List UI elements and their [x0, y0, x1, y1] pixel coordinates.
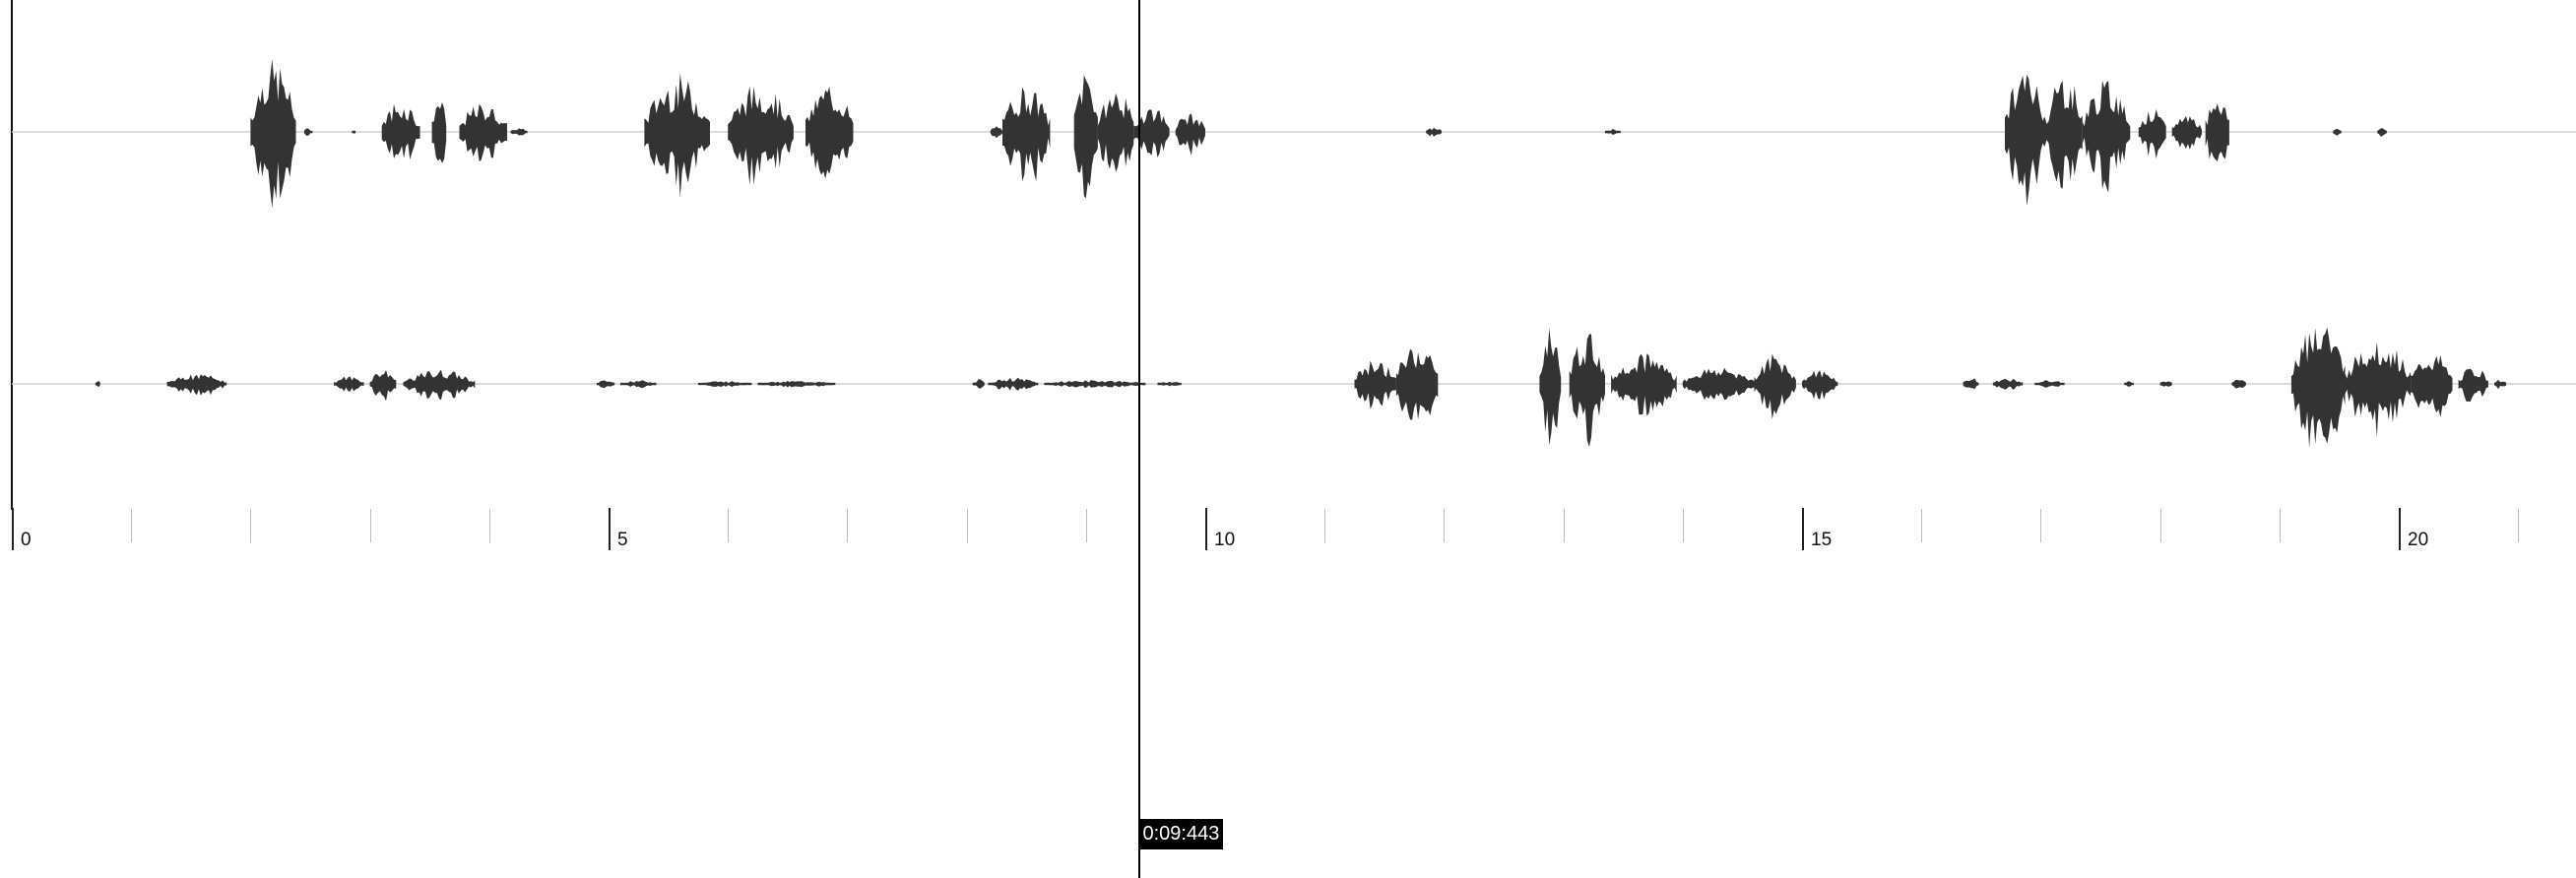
waveform-segment: [2138, 108, 2166, 159]
waveform-segment: [1044, 380, 1146, 389]
major-tick: [1802, 508, 1804, 550]
minor-tick: [1682, 509, 1684, 542]
waveform-segment: [403, 369, 476, 401]
waveform-segment: [1611, 353, 1677, 416]
waveform-segment: [1754, 353, 1796, 419]
waveform-segment: [250, 58, 296, 209]
minor-tick: [2518, 509, 2520, 542]
waveform-segment: [334, 376, 364, 392]
waveform-segment: [381, 103, 420, 160]
editor-left-border: [11, 0, 13, 510]
minor-tick: [369, 509, 371, 542]
minor-tick: [488, 509, 490, 542]
waveform-segment: [1395, 348, 1439, 420]
waveform-segment: [303, 128, 313, 136]
audio-track-1[interactable]: [0, 33, 2576, 230]
waveform-segment: [2159, 381, 2172, 387]
tick-label: 15: [1811, 530, 1833, 550]
audio-track-2[interactable]: [0, 285, 2576, 482]
minor-tick: [2040, 509, 2042, 542]
minor-tick: [250, 509, 252, 542]
waveform-segment: [644, 73, 710, 198]
waveform-segment: [2205, 103, 2229, 161]
waveform-segment: [2082, 80, 2131, 193]
minor-tick: [728, 509, 730, 542]
minor-tick: [2279, 509, 2281, 542]
waveform-segment: [1605, 128, 1621, 135]
waveform-segment: [1073, 75, 1098, 199]
waveform-segment: [352, 130, 356, 134]
minor-tick: [131, 509, 133, 542]
waveform-segment: [1097, 93, 1134, 172]
waveform-segment: [2345, 342, 2412, 438]
minor-tick: [966, 509, 968, 542]
waveform-segment: [1354, 360, 1396, 409]
minor-tick: [2159, 509, 2161, 542]
waveform-segment: [2231, 379, 2246, 389]
waveform-segment: [2124, 381, 2134, 387]
waveform-segment: [988, 377, 1039, 391]
waveform-segment: [1002, 87, 1051, 182]
waveform-segment: [2034, 380, 2065, 388]
waveform-segment: [1569, 334, 1605, 447]
minor-tick: [1444, 509, 1446, 542]
waveform-segment: [757, 380, 836, 388]
playhead-time-label: 0:09:443: [1138, 819, 1224, 849]
tick-label: 5: [617, 530, 628, 550]
minor-tick: [1563, 509, 1565, 542]
tick-label: 10: [1214, 530, 1236, 550]
waveform-segment: [510, 128, 528, 136]
major-tick: [12, 508, 14, 550]
timeline-ruler[interactable]: 0 5 10 15 20: [0, 504, 2576, 553]
waveform-segment: [2458, 368, 2488, 403]
waveform-segment: [2046, 81, 2083, 189]
waveform-track-2: [12, 327, 2576, 449]
waveform-segment: [166, 374, 227, 396]
waveform-segment: [972, 379, 985, 389]
waveform-segment: [1963, 378, 1979, 390]
waveform-segment: [369, 369, 397, 402]
waveform-segment: [1157, 381, 1182, 387]
waveform-segment: [2411, 354, 2453, 417]
waveform-segment: [2494, 379, 2507, 390]
minor-tick: [1085, 509, 1087, 542]
waveform-track-1: [12, 58, 2576, 209]
minor-tick: [1921, 509, 1923, 542]
waveform-segment: [728, 86, 794, 186]
waveform-segment: [431, 101, 447, 163]
major-tick: [1205, 508, 1207, 550]
playhead-cursor[interactable]: [1138, 0, 1141, 878]
major-tick: [609, 508, 611, 550]
waveform-segment: [1992, 378, 2024, 390]
waveform-segment: [2377, 128, 2387, 137]
waveform-segment: [1682, 367, 1755, 401]
waveform-segment: [596, 380, 615, 389]
waveform-segment: [697, 381, 752, 387]
waveform-segment: [620, 380, 657, 389]
waveform-segment: [1539, 328, 1562, 446]
waveform-segment: [2171, 115, 2202, 150]
waveform-segment: [2005, 74, 2047, 206]
major-tick: [2399, 508, 2401, 550]
waveform-segment: [990, 126, 1002, 139]
minor-tick: [1324, 509, 1326, 542]
waveform-segment: [1802, 370, 1838, 400]
minor-tick: [847, 509, 849, 542]
tick-label: 20: [2408, 530, 2429, 550]
waveform-segment: [1175, 113, 1205, 156]
waveform-segment: [459, 103, 507, 162]
waveform-segment: [1426, 127, 1442, 137]
waveform-segment: [95, 380, 100, 388]
waveform-segment: [1133, 109, 1170, 157]
waveform-segment: [805, 87, 854, 179]
tick-label: 0: [21, 530, 32, 550]
waveform-segment: [2290, 327, 2346, 449]
waveform-segment: [2333, 128, 2342, 136]
